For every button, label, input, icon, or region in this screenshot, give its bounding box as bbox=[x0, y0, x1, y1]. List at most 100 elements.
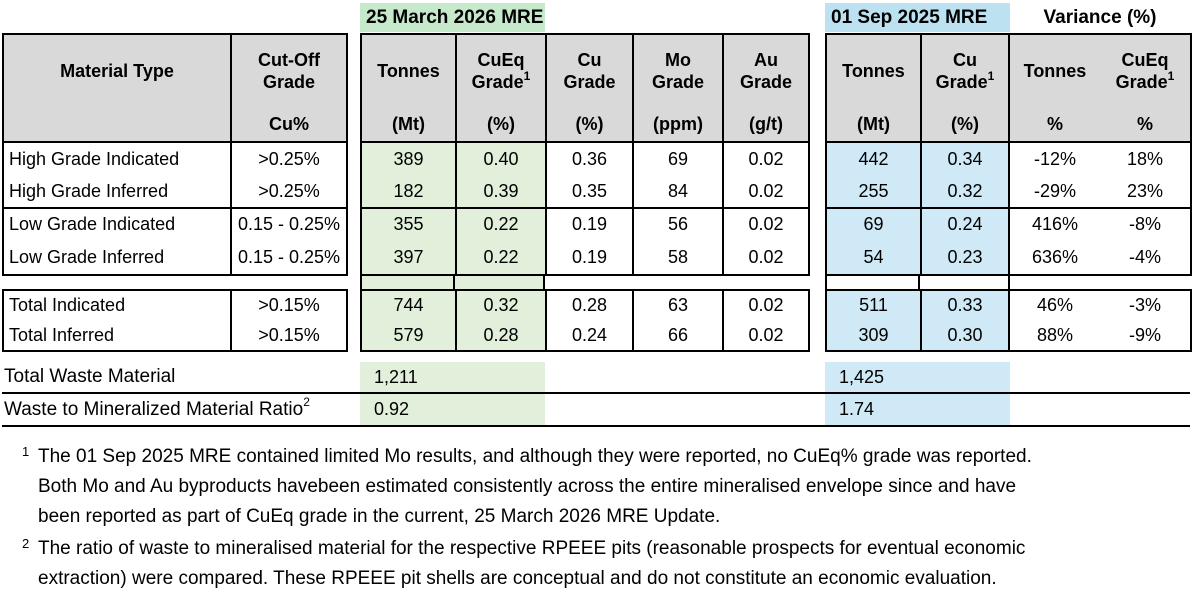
banner-variance: Variance (%) bbox=[1043, 6, 1157, 28]
footnote-1: 1 The 01 Sep 2025 MRE contained limited … bbox=[22, 442, 1184, 532]
cell-cu: 0.24 bbox=[547, 320, 634, 350]
cell-tonnes: 579 bbox=[362, 320, 457, 350]
footnote-2-line: extraction) were compared. These RPEEE p… bbox=[38, 568, 997, 589]
footnote-2: 2 The ratio of waste to mineralised mate… bbox=[22, 534, 1184, 594]
material-cell: Total Indicated bbox=[4, 291, 232, 321]
totals-block-old-mre: 511 0.33 309 0.30 bbox=[825, 289, 1010, 352]
cell-cu: 0.36 bbox=[547, 143, 634, 176]
cell-old-tonnes: 69 bbox=[827, 208, 922, 242]
cell-mo: 56 bbox=[634, 208, 724, 242]
cell-au: 0.02 bbox=[724, 176, 808, 209]
cell-tonnes: 389 bbox=[362, 143, 457, 176]
cell-var-cueq: 18% bbox=[1126, 148, 1164, 169]
cutoff-cell: >0.15% bbox=[258, 324, 320, 345]
cell-au: 0.02 bbox=[748, 148, 784, 169]
footnote-2-line: The ratio of waste to mineralised materi… bbox=[38, 538, 1026, 559]
cutoff-cell: 0.15 - 0.25% bbox=[237, 247, 341, 268]
cell-cueq: 0.22 bbox=[457, 241, 547, 274]
cell-au: 0.02 bbox=[748, 214, 784, 235]
header-cu-grade-new: Cu Grade (%) bbox=[547, 35, 634, 141]
material-cell: Low Grade Indicated bbox=[4, 208, 232, 242]
cell-old-tonnes: 255 bbox=[827, 175, 922, 209]
material-cell: High Grade Indicated bbox=[4, 143, 232, 176]
header-tonnes-old: Tonnes (Mt) bbox=[827, 35, 922, 141]
material-cell: Total Inferred bbox=[4, 320, 232, 350]
header-cueq-variance: CuEq Grade1 % bbox=[1115, 50, 1175, 134]
cell-old-cu: 0.33 bbox=[922, 291, 1008, 321]
grades-block-old-mre: 442 0.34 255 0.32 69 0.24 54 0.23 bbox=[825, 143, 1010, 276]
cell-mo: 63 bbox=[634, 291, 724, 321]
cell-mo: 66 bbox=[634, 320, 724, 350]
cell-var-cueq: -4% bbox=[1128, 247, 1161, 268]
header-au-grade-new: Au Grade (g/t) bbox=[739, 50, 793, 134]
totals-block-material: Total Indicated >0.15% Total Inferred >0.1… bbox=[2, 289, 348, 352]
grades-block-variance: -12% 18% -29% 23% 416% -8% 636% -4% bbox=[1008, 143, 1192, 276]
cell-var-tonnes: -29% bbox=[1010, 176, 1100, 209]
header-cutoff-grade: Cut-Off Grade Cu% bbox=[258, 50, 320, 134]
cell-tonnes: 182 bbox=[362, 175, 457, 209]
cutoff-cell: >0.15% bbox=[258, 295, 320, 316]
cell-cu: 0.19 bbox=[547, 208, 634, 242]
header-tonnes-new: Tonnes (Mt) bbox=[362, 35, 457, 141]
total-waste-new-value: 1,211 bbox=[360, 362, 545, 392]
totals-block-variance: 46% -3% 88% -9% bbox=[1008, 289, 1192, 352]
header-block-variance: Tonnes % CuEq Grade1 % bbox=[1008, 33, 1192, 143]
cell-old-tonnes: 309 bbox=[827, 320, 922, 350]
header-block-material: Material Type Cut-Off Grade Cu% bbox=[2, 33, 348, 143]
cell-au: 0.02 bbox=[748, 247, 784, 268]
banner-old-mre: 01 Sep 2025 MRE bbox=[825, 3, 1010, 32]
cell-cueq: 0.28 bbox=[457, 320, 547, 350]
cell-var-cueq: -9% bbox=[1128, 324, 1161, 345]
header-mo-grade-new: Mo Grade (ppm) bbox=[634, 35, 724, 141]
cell-var-tonnes: 46% bbox=[1036, 295, 1074, 316]
gap-strip-old-mre bbox=[825, 276, 1010, 289]
cell-var-cueq: 23% bbox=[1100, 176, 1190, 209]
cell-var-tonnes: -12% bbox=[1033, 148, 1077, 169]
cell-old-cu: 0.32 bbox=[922, 175, 1008, 209]
header-block-new-mre: Tonnes (Mt) CuEq Grade1 (%) Cu Grade (%) M… bbox=[360, 33, 810, 143]
cell-mo: 58 bbox=[634, 241, 724, 274]
waste-ratio-new-value: 0.92 bbox=[360, 394, 545, 425]
header-tonnes-variance: Tonnes % bbox=[1023, 61, 1087, 134]
gap-strip-new-mre bbox=[360, 276, 545, 289]
header-cueq-grade-new: CuEq Grade1 (%) bbox=[457, 35, 547, 141]
row-waste-ratio: Waste to Mineralized Material Ratio2 0.9… bbox=[2, 394, 1190, 427]
waste-ratio-old-value: 1.74 bbox=[825, 394, 1010, 425]
cell-cueq: 0.22 bbox=[457, 208, 547, 242]
total-waste-old-value: 1,425 bbox=[825, 362, 1010, 392]
cell-cu: 0.19 bbox=[547, 241, 634, 274]
cell-var-tonnes: 416% bbox=[1031, 214, 1079, 235]
cell-cueq: 0.39 bbox=[457, 175, 547, 209]
grades-block-material: High Grade Indicated >0.25% High Grade In… bbox=[2, 143, 348, 276]
cell-mo: 84 bbox=[634, 175, 724, 209]
banner-new-mre: 25 March 2026 MRE bbox=[360, 3, 545, 32]
cell-tonnes: 744 bbox=[362, 291, 457, 321]
footnote-1-line: been reported as part of CuEq grade in t… bbox=[38, 506, 721, 527]
footnote-1-marker: 1 bbox=[22, 444, 30, 459]
cell-cu: 0.28 bbox=[547, 291, 634, 321]
cell-au: 0.02 bbox=[748, 295, 784, 316]
cutoff-cell: >0.25% bbox=[258, 148, 320, 169]
grades-block-new-mre: 389 0.40 0.36 69 0.02 182 0.39 0.35 84 0.02 355 0… bbox=[360, 143, 810, 276]
cell-mo: 69 bbox=[634, 143, 724, 176]
cell-old-cu: 0.30 bbox=[922, 320, 1008, 350]
cell-var-tonnes: 88% bbox=[1036, 324, 1074, 345]
footnote-1-line: The 01 Sep 2025 MRE contained limited Mo… bbox=[38, 446, 1032, 467]
cell-var-cueq: -8% bbox=[1128, 214, 1161, 235]
cell-cu: 0.35 bbox=[547, 175, 634, 209]
cell-cueq: 0.32 bbox=[457, 291, 547, 321]
row-total-waste: Total Waste Material 1,211 1,425 bbox=[2, 362, 1190, 394]
cutoff-cell: >0.25% bbox=[232, 176, 346, 209]
cell-old-cu: 0.23 bbox=[922, 241, 1008, 274]
cell-tonnes: 355 bbox=[362, 208, 457, 242]
waste-ratio-label: Waste to Mineralized Material Ratio2 bbox=[4, 395, 310, 420]
material-cell: Low Grade Inferred bbox=[4, 241, 232, 274]
cell-old-cu: 0.34 bbox=[922, 143, 1008, 176]
header-block-old-mre: Tonnes (Mt) Cu Grade1 (%) bbox=[825, 33, 1010, 143]
totals-block-new-mre: 744 0.32 0.28 63 0.02 579 0.28 0.24 66 0.02 bbox=[360, 289, 810, 352]
header-cu-grade-old: Cu Grade1 (%) bbox=[935, 50, 995, 134]
footnote-2-marker: 2 bbox=[22, 536, 30, 551]
cell-var-cueq: -3% bbox=[1128, 295, 1161, 316]
cell-old-tonnes: 54 bbox=[827, 241, 922, 274]
